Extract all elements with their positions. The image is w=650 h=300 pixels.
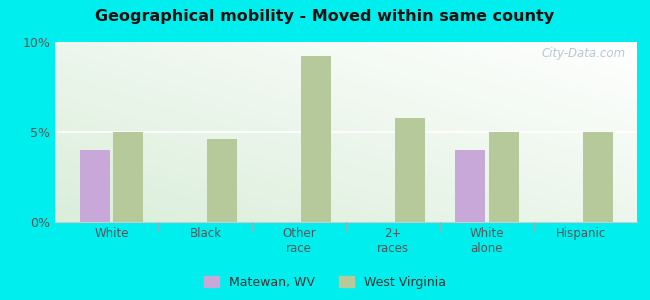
- Bar: [489, 132, 519, 222]
- Text: Geographical mobility - Moved within same county: Geographical mobility - Moved within sam…: [96, 9, 554, 24]
- Bar: [207, 139, 237, 222]
- Bar: [582, 132, 612, 222]
- Bar: [395, 118, 425, 222]
- Legend: Matewan, WV, West Virginia: Matewan, WV, West Virginia: [198, 271, 452, 294]
- Bar: [114, 132, 144, 222]
- Bar: [301, 56, 331, 222]
- Bar: [455, 150, 485, 222]
- Text: City-Data.com: City-Data.com: [541, 47, 625, 60]
- Bar: [80, 150, 110, 222]
